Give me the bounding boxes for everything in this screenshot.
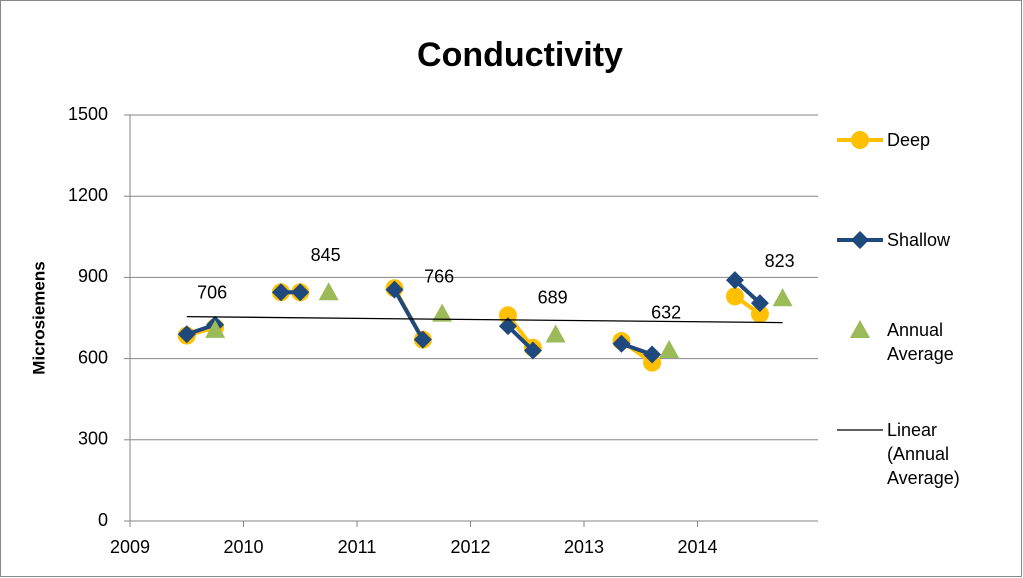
data-label: 706	[197, 283, 227, 303]
marker	[851, 231, 869, 249]
legend-item: Annual Average	[835, 318, 987, 366]
legend-item: Linear (Annual Average)	[835, 418, 987, 490]
x-tick-label: 2012	[450, 537, 490, 557]
legend-swatch	[837, 131, 883, 149]
marker	[291, 283, 310, 302]
marker	[413, 330, 432, 349]
marker	[385, 280, 404, 299]
data-label: 632	[651, 303, 681, 323]
marker	[318, 282, 339, 301]
marker	[725, 287, 744, 306]
legend-item: Deep	[835, 128, 987, 152]
y-tick-label: 600	[78, 347, 108, 367]
data-label: 823	[765, 251, 795, 271]
legend-label: Deep	[887, 130, 931, 150]
y-tick-label: 300	[78, 429, 108, 449]
marker	[205, 319, 226, 338]
y-axis-title: Microsiemens	[29, 261, 48, 374]
legend-label: Shallow	[887, 230, 951, 250]
marker	[498, 317, 517, 336]
data-label: 766	[424, 266, 454, 286]
marker	[643, 345, 662, 364]
marker	[271, 283, 290, 302]
series-line	[186, 278, 762, 357]
x-tick-label: 2011	[338, 537, 377, 557]
legend-item: Shallow	[835, 228, 987, 252]
marker	[659, 339, 680, 358]
marker	[850, 320, 870, 338]
marker	[523, 341, 542, 360]
chart-title: Conductivity	[417, 36, 623, 74]
marker	[432, 303, 453, 322]
legend-label: Annual Average	[887, 320, 954, 364]
x-tick-label: 2009	[110, 537, 150, 557]
data-label: 845	[311, 245, 341, 265]
legend-swatch	[837, 231, 883, 249]
series-line	[186, 315, 783, 324]
marker	[177, 325, 196, 344]
marker	[725, 271, 744, 290]
marker	[750, 304, 769, 323]
legend-swatch	[837, 429, 883, 431]
x-tick-label: 2010	[223, 537, 263, 557]
x-tick-label: 2014	[677, 537, 717, 557]
marker	[750, 294, 769, 313]
data-label: 689	[538, 287, 568, 307]
marker	[851, 131, 869, 149]
marker	[545, 324, 566, 343]
marker	[612, 334, 631, 353]
y-tick-label: 0	[98, 510, 108, 530]
y-tick-label: 900	[78, 266, 108, 286]
legend-label: Linear (Annual Average)	[887, 420, 960, 488]
marker	[772, 288, 793, 307]
x-tick-label: 2013	[564, 537, 604, 557]
legend-swatch	[850, 320, 870, 338]
y-tick-label: 1500	[68, 104, 108, 124]
y-tick-label: 1200	[68, 185, 108, 205]
